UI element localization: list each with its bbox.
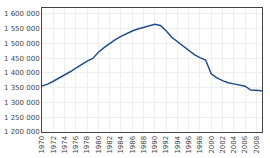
svg-text:1976: 1976 — [72, 135, 80, 153]
svg-text:1998: 1998 — [196, 136, 204, 154]
svg-text:1 500 000: 1 500 000 — [4, 40, 40, 48]
svg-text:1 450 000: 1 450 000 — [4, 55, 40, 63]
svg-text:2004: 2004 — [230, 135, 238, 153]
svg-text:1 300 000: 1 300 000 — [4, 99, 40, 107]
svg-text:1 200 000: 1 200 000 — [4, 128, 40, 136]
svg-text:1 350 000: 1 350 000 — [4, 84, 40, 92]
svg-text:1980: 1980 — [95, 136, 103, 154]
svg-text:1 600 000: 1 600 000 — [4, 10, 40, 18]
svg-text:1 550 000: 1 550 000 — [4, 25, 40, 33]
svg-text:1982: 1982 — [106, 136, 114, 154]
svg-text:1990: 1990 — [151, 136, 159, 154]
svg-text:2000: 2000 — [208, 136, 216, 154]
svg-text:2006: 2006 — [241, 135, 249, 153]
svg-text:1994: 1994 — [174, 135, 182, 153]
svg-text:1996: 1996 — [185, 135, 193, 153]
svg-text:1992: 1992 — [162, 136, 170, 154]
svg-text:2008: 2008 — [253, 136, 261, 154]
svg-text:1 400 000: 1 400 000 — [4, 69, 40, 77]
svg-text:1970: 1970 — [38, 136, 46, 154]
svg-text:1988: 1988 — [140, 136, 148, 154]
svg-text:1986: 1986 — [129, 135, 137, 153]
svg-text:2002: 2002 — [219, 136, 227, 154]
svg-text:1974: 1974 — [61, 135, 69, 153]
svg-text:1984: 1984 — [117, 135, 125, 153]
svg-text:1978: 1978 — [83, 136, 91, 154]
svg-text:1 250 000: 1 250 000 — [4, 114, 40, 122]
svg-text:1972: 1972 — [50, 136, 58, 154]
